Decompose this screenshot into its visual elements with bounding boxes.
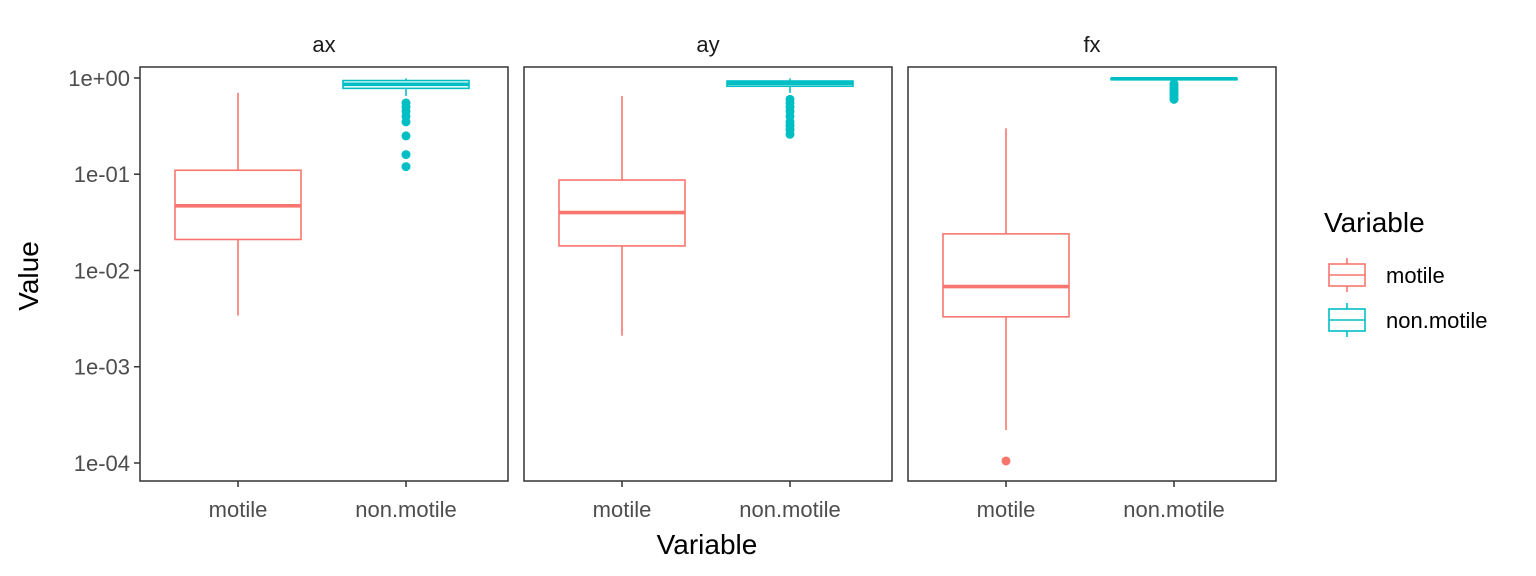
x-axis-title: Variable <box>657 529 758 560</box>
x-tick-label: non.motile <box>739 497 841 522</box>
y-tick-label: 1e-03 <box>74 355 130 380</box>
panel-border <box>523 66 893 482</box>
panel-border <box>907 66 1277 482</box>
legend: Variable motile non.motile <box>1324 207 1488 337</box>
y-axis-title: Value <box>13 241 44 311</box>
facet-panel-ax: ax motile non.motile <box>139 32 509 522</box>
box-non.motile <box>342 78 470 172</box>
x-tick-label: non.motile <box>1123 497 1225 522</box>
y-axis: 1e-04 1e-03 1e-02 1e-01 1e+00 <box>68 66 140 476</box>
legend-label: motile <box>1386 263 1445 288</box>
facet-panel-fx: fx motile non.motile <box>907 32 1277 522</box>
outlier-point <box>401 162 411 172</box>
box-motile <box>558 95 686 336</box>
outlier-point <box>401 131 411 141</box>
box-motile <box>942 128 1070 466</box>
facet-title: fx <box>1083 32 1100 57</box>
legend-label: non.motile <box>1386 308 1488 333</box>
box-non.motile <box>1110 77 1238 104</box>
legend-title: Variable <box>1324 207 1425 238</box>
outlier-point <box>1169 94 1179 104</box>
outlier-point <box>785 129 795 139</box>
legend-key-non.motile: non.motile <box>1328 303 1488 337</box>
facet-title: ay <box>696 32 719 57</box>
outlier-point <box>401 150 411 160</box>
y-tick-label: 1e-04 <box>74 451 130 476</box>
box-non.motile <box>726 78 854 139</box>
box-body <box>942 233 1070 318</box>
x-tick-label: motile <box>593 497 652 522</box>
facet-panel-ay: ay motile non.motile <box>523 32 893 522</box>
facet-panels: ax motile non.motile ay motile non.motile fx mo… <box>139 32 1277 522</box>
x-tick-label: motile <box>209 497 268 522</box>
outlier-point <box>1001 456 1011 466</box>
box-motile <box>174 92 302 316</box>
x-tick-label: motile <box>977 497 1036 522</box>
y-tick-label: 1e-01 <box>74 162 130 187</box>
x-tick-label: non.motile <box>355 497 457 522</box>
y-tick-label: 1e-02 <box>74 258 130 283</box>
panel-border <box>139 66 509 482</box>
y-tick-label: 1e+00 <box>68 66 130 91</box>
outlier-point <box>401 117 411 127</box>
legend-key-motile: motile <box>1328 258 1445 292</box>
facet-title: ax <box>312 32 335 57</box>
